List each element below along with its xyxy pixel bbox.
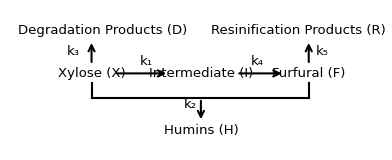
Text: k₁: k₁ bbox=[140, 55, 153, 68]
Text: Degradation Products (D): Degradation Products (D) bbox=[18, 24, 187, 37]
Text: Humins (H): Humins (H) bbox=[163, 124, 238, 137]
Text: Resinification Products (R): Resinification Products (R) bbox=[211, 24, 385, 37]
Text: Furfural (F): Furfural (F) bbox=[272, 67, 345, 80]
Text: Intermediate (I): Intermediate (I) bbox=[149, 67, 253, 80]
Text: k₄: k₄ bbox=[250, 55, 263, 68]
Text: Xylose (X): Xylose (X) bbox=[58, 67, 125, 80]
Text: k₅: k₅ bbox=[316, 45, 329, 58]
Text: k₃: k₃ bbox=[67, 45, 80, 58]
Text: k₂: k₂ bbox=[184, 98, 197, 111]
